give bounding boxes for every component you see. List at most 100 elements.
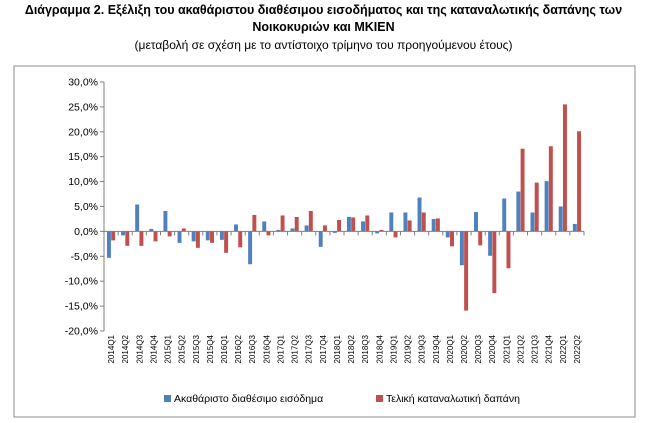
bar-series-2 bbox=[407, 220, 412, 232]
bar-series bbox=[106, 104, 582, 311]
legend: Ακαθάριστο διαθέσιμο εισόδημα Τελική κατ… bbox=[164, 393, 520, 405]
bar-series-2 bbox=[435, 218, 440, 232]
legend-label-series-1: Ακαθάριστο διαθέσιμο εισόδημα bbox=[174, 393, 323, 405]
bar-series-1 bbox=[375, 231, 380, 234]
x-tick-label: 2021Q1 bbox=[502, 334, 511, 363]
bar-series-2 bbox=[153, 231, 158, 242]
bar-series-1 bbox=[248, 231, 253, 265]
bar-series-2 bbox=[577, 131, 582, 232]
bar-series-2 bbox=[520, 148, 525, 232]
bar-series-1 bbox=[488, 231, 493, 256]
bar-series-2 bbox=[421, 212, 426, 232]
bar-series-2 bbox=[224, 231, 229, 253]
bar-series-2 bbox=[534, 182, 539, 232]
bar-series-2 bbox=[294, 216, 299, 232]
x-tick-label: 2016Q2 bbox=[234, 334, 243, 363]
bar-series-1 bbox=[234, 224, 238, 232]
bar-series-1 bbox=[219, 231, 224, 240]
y-tick-label: 15,0% bbox=[68, 151, 98, 163]
bar-series-2 bbox=[379, 229, 384, 232]
bar-series-2 bbox=[506, 231, 511, 269]
x-tick-label: 2016Q1 bbox=[220, 334, 229, 363]
bar-series-1 bbox=[177, 231, 182, 243]
bar-series-1 bbox=[290, 228, 295, 232]
x-tick-label: 2022Q1 bbox=[559, 334, 568, 363]
bar-series-2 bbox=[266, 231, 271, 236]
bar-series-1 bbox=[318, 231, 323, 247]
x-tick-label: 2020Q1 bbox=[446, 334, 455, 363]
bar-series-1 bbox=[502, 198, 507, 232]
bar-series-2 bbox=[252, 214, 257, 232]
y-tick-label: -5,0% bbox=[71, 251, 98, 263]
bar-series-1 bbox=[361, 221, 366, 232]
y-tick-label: 25,0% bbox=[68, 101, 98, 113]
x-tick-label: 2014Q2 bbox=[121, 334, 130, 363]
x-tick-label: 2015Q3 bbox=[192, 334, 201, 363]
bar-series-1 bbox=[163, 210, 168, 232]
x-tick-label: 2019Q4 bbox=[432, 334, 441, 363]
bar-series-1 bbox=[572, 223, 577, 232]
x-tick-label: 2017Q3 bbox=[305, 334, 314, 363]
x-tick-label: 2019Q3 bbox=[418, 334, 427, 363]
bar-series-1 bbox=[332, 231, 337, 233]
y-axis: 30,0% 25,0% 20,0% 15,0% 10,0% 5,0% 0,0% -5,0% -1… bbox=[65, 77, 105, 338]
bar-series-1 bbox=[149, 228, 154, 232]
bar-series-2 bbox=[351, 217, 356, 232]
bar-series-1 bbox=[135, 204, 140, 232]
legend-swatch-series-2 bbox=[376, 395, 383, 402]
bar-series-1 bbox=[389, 212, 394, 232]
x-tick-label: 2015Q4 bbox=[206, 334, 215, 363]
x-tick-label: 2017Q4 bbox=[319, 334, 328, 363]
bar-series-2 bbox=[139, 231, 144, 246]
y-tick-label: -20,0% bbox=[65, 326, 98, 338]
bar-series-2 bbox=[464, 231, 469, 311]
x-tick-label: 2018Q3 bbox=[361, 334, 370, 363]
bar-series-1 bbox=[474, 211, 478, 232]
bar-series-2 bbox=[322, 225, 327, 232]
bar-series-1 bbox=[191, 231, 196, 242]
bar-series-1 bbox=[530, 212, 535, 232]
bar-series-1 bbox=[459, 231, 464, 266]
bar-series-2 bbox=[167, 231, 172, 237]
bar-series-2 bbox=[280, 215, 285, 232]
x-tick-label: 2022Q2 bbox=[573, 334, 582, 363]
x-tick-label: 2021Q3 bbox=[531, 334, 540, 363]
bar-series-2 bbox=[181, 228, 186, 232]
bar-series-2 bbox=[238, 231, 243, 248]
x-tick-label: 2014Q3 bbox=[135, 334, 144, 363]
x-tick-label: 2014Q4 bbox=[149, 334, 158, 363]
bar-series-2 bbox=[125, 231, 130, 246]
bar-series-1 bbox=[346, 216, 351, 232]
x-tick-label: 2016Q3 bbox=[248, 334, 257, 363]
x-tick-label: 2020Q3 bbox=[474, 334, 483, 363]
chart-frame bbox=[13, 65, 636, 418]
y-tick-label: -10,0% bbox=[65, 276, 98, 288]
bar-series-2 bbox=[548, 146, 553, 232]
bar-series-2 bbox=[393, 231, 398, 238]
bar-series-1 bbox=[403, 212, 408, 232]
bar-series-2 bbox=[210, 231, 214, 243]
bar-series-1 bbox=[262, 221, 267, 232]
bar-series-1 bbox=[431, 218, 436, 232]
bar-series-2 bbox=[562, 104, 567, 232]
legend-swatch-series-1 bbox=[164, 395, 171, 402]
bar-series-2 bbox=[111, 231, 116, 241]
chart-title-line-1: Διάγραμμα 2. Εξέλιξη του ακαθάριστου δια… bbox=[24, 3, 623, 17]
bar-series-2 bbox=[308, 210, 313, 232]
bar-series-2 bbox=[195, 231, 200, 248]
bar-series-2 bbox=[337, 219, 342, 232]
x-tick-label: 2017Q1 bbox=[276, 334, 285, 363]
bar-series-1 bbox=[106, 231, 111, 258]
y-tick-label: 10,0% bbox=[68, 176, 98, 188]
bar-series-1 bbox=[304, 225, 309, 232]
y-tick-label: 30,0% bbox=[68, 77, 98, 89]
bar-series-2 bbox=[450, 231, 454, 247]
x-tick-label: 2019Q2 bbox=[404, 334, 413, 363]
x-tick-label: 2018Q2 bbox=[347, 334, 356, 363]
y-tick-label: 20,0% bbox=[68, 126, 98, 138]
bar-series-1 bbox=[417, 197, 422, 232]
x-tick-label: 2014Q1 bbox=[107, 334, 116, 363]
x-tick-label: 2020Q2 bbox=[460, 334, 469, 363]
bar-series-1 bbox=[516, 191, 521, 232]
x-tick-label: 2016Q4 bbox=[262, 334, 271, 363]
